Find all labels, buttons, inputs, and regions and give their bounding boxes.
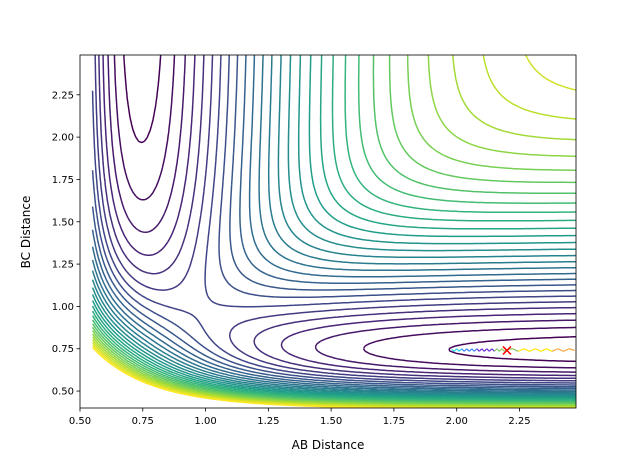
contour-level-line (123, 55, 576, 363)
x-tick-label: 0.75 (132, 416, 154, 427)
contour-level-line (91, 55, 576, 406)
y-tick-label: 2.00 (52, 133, 74, 144)
contour-level-line (91, 55, 576, 404)
trajectory-segment (451, 349, 455, 352)
y-tick-label: 2.25 (52, 90, 74, 101)
contour-level-line (91, 55, 576, 388)
x-tick-label: 2.00 (446, 416, 468, 427)
contour-level-line (91, 55, 576, 384)
contour-level-line (91, 55, 576, 397)
contour-level-line (91, 55, 576, 394)
plot-frame (79, 54, 577, 409)
trajectory-segment (568, 348, 575, 352)
trajectory-segment (501, 348, 505, 352)
contour-level-line (91, 55, 576, 405)
contour-level-line (113, 55, 576, 369)
contour-lines (91, 55, 576, 408)
contour-level-line (92, 55, 576, 407)
y-tick-label: 1.00 (52, 302, 74, 313)
trajectory-segment (517, 348, 525, 352)
trajectory-segment (540, 348, 547, 352)
y-tick-label: 1.75 (52, 175, 74, 186)
trajectory-segment (557, 348, 564, 352)
x-axis-ticks: 0.50 0.75 1.00 1.25 1.50 1.75 2.00 2.25 (69, 408, 531, 427)
contour-level-line (91, 55, 576, 391)
y-axis-ticks: 0.50 0.75 1.00 1.25 1.50 1.75 2.00 2.25 (52, 90, 80, 398)
contour-level-line (102, 55, 576, 377)
y-tick-label: 0.50 (52, 387, 74, 398)
y-axis-label: BC Distance (19, 196, 33, 269)
contour-level-line (91, 55, 576, 398)
contour-level-line (91, 55, 576, 395)
x-tick-label: 1.50 (320, 416, 342, 427)
contour-level-line (91, 55, 576, 399)
contour-level-line (107, 55, 576, 373)
contour-level-line (91, 55, 576, 407)
contour-level-line (92, 346, 457, 408)
x-tick-label: 1.75 (383, 416, 405, 427)
contour-level-line (91, 55, 576, 400)
trajectory-segment (534, 348, 542, 352)
trajectory-segment (529, 348, 536, 352)
y-tick-label: 1.50 (52, 217, 74, 228)
contour-level-line (91, 55, 576, 390)
x-tick-label: 1.25 (257, 416, 279, 427)
x-tick-label: 1.00 (194, 416, 216, 427)
x-axis-label: AB Distance (292, 438, 365, 452)
trajectory-segment (551, 348, 559, 352)
contour-level-line (91, 55, 576, 393)
trajectory-segment (512, 348, 519, 352)
trajectory-segment (546, 348, 553, 352)
contour-level-line (94, 55, 576, 382)
contour-level-line (98, 55, 576, 380)
contour-level-line (91, 55, 576, 402)
x-tick-label: 0.50 (69, 416, 91, 427)
x-tick-label: 2.25 (508, 416, 530, 427)
y-tick-label: 1.25 (52, 260, 74, 271)
trajectory (451, 348, 575, 352)
end-marker (502, 345, 512, 355)
x-marker-icon (502, 345, 512, 355)
contour-level-line (91, 55, 576, 401)
trajectory-segment (523, 348, 530, 352)
y-tick-label: 0.75 (52, 344, 74, 355)
trajectory-segment (563, 348, 570, 352)
contour-level-line (91, 55, 576, 403)
contour-level-line (91, 55, 576, 386)
